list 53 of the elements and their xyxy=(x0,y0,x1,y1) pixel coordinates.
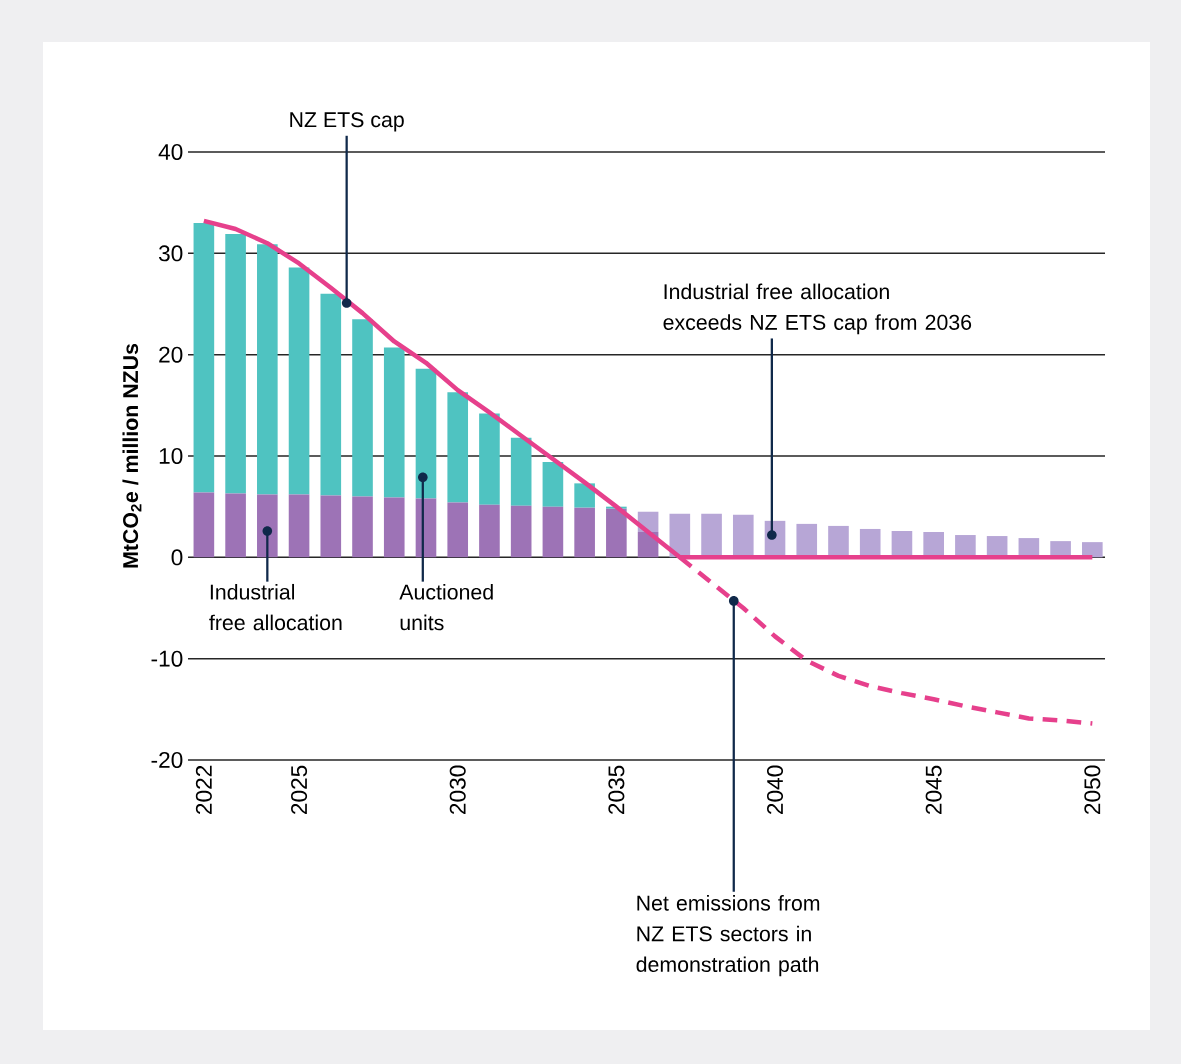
bar xyxy=(352,496,373,558)
y-tick-label: 20 xyxy=(159,346,183,363)
bar xyxy=(542,506,564,558)
bar xyxy=(479,504,500,558)
bar xyxy=(257,494,278,558)
bar xyxy=(796,523,818,558)
annotation: Industrial free allocation exceeds NZ ETS cap from 2036 xyxy=(663,283,972,335)
x-tick-label: 2050 xyxy=(1084,765,1101,814)
bar xyxy=(225,234,246,494)
bar xyxy=(320,495,342,558)
y-tick-label: 0 xyxy=(171,549,183,566)
y-axis-title: MtCO$_{2}$e / million NZUs xyxy=(122,343,142,568)
x-tick-label: 2035 xyxy=(608,765,625,814)
bar xyxy=(510,505,532,558)
bar xyxy=(288,267,310,495)
x-tick-label: 2030 xyxy=(449,765,466,814)
bar xyxy=(288,494,310,558)
bar xyxy=(352,319,373,497)
y-tick-label: 30 xyxy=(158,245,183,262)
bar xyxy=(383,347,405,498)
bar xyxy=(447,392,469,503)
x-tick-label: 2022 xyxy=(195,765,212,814)
x-tick-label: 2040 xyxy=(766,765,784,814)
bar xyxy=(828,525,849,558)
y-tick-label: -20 xyxy=(151,751,183,769)
x-tick-label: 2025 xyxy=(291,765,308,814)
bar xyxy=(225,493,246,558)
bar xyxy=(193,222,215,493)
annotation: Auctioned units xyxy=(399,583,493,631)
bar xyxy=(955,535,976,558)
bar xyxy=(479,413,500,505)
bar xyxy=(1082,542,1103,558)
bar xyxy=(193,492,215,558)
y-tick-label: -10 xyxy=(151,650,183,667)
bar xyxy=(574,507,595,558)
bar xyxy=(859,528,881,558)
bar xyxy=(447,502,469,558)
bar xyxy=(415,368,437,499)
bar xyxy=(923,532,944,558)
annotation: Industrial free allocation xyxy=(209,583,342,631)
bar xyxy=(320,293,342,496)
bar xyxy=(701,513,722,558)
y-tick-label: 40 xyxy=(158,143,183,161)
y-tick-label: 10 xyxy=(159,447,183,465)
bar xyxy=(606,508,627,558)
annotation: Net emissions from NZ ETS sectors in demonstration path xyxy=(636,895,820,977)
bar xyxy=(732,514,754,558)
annotation: NZ ETS cap xyxy=(290,112,404,132)
bar xyxy=(257,244,278,495)
bar xyxy=(542,462,564,507)
bar xyxy=(510,437,532,506)
x-tick-label: 2045 xyxy=(925,765,942,814)
bar xyxy=(383,497,405,558)
